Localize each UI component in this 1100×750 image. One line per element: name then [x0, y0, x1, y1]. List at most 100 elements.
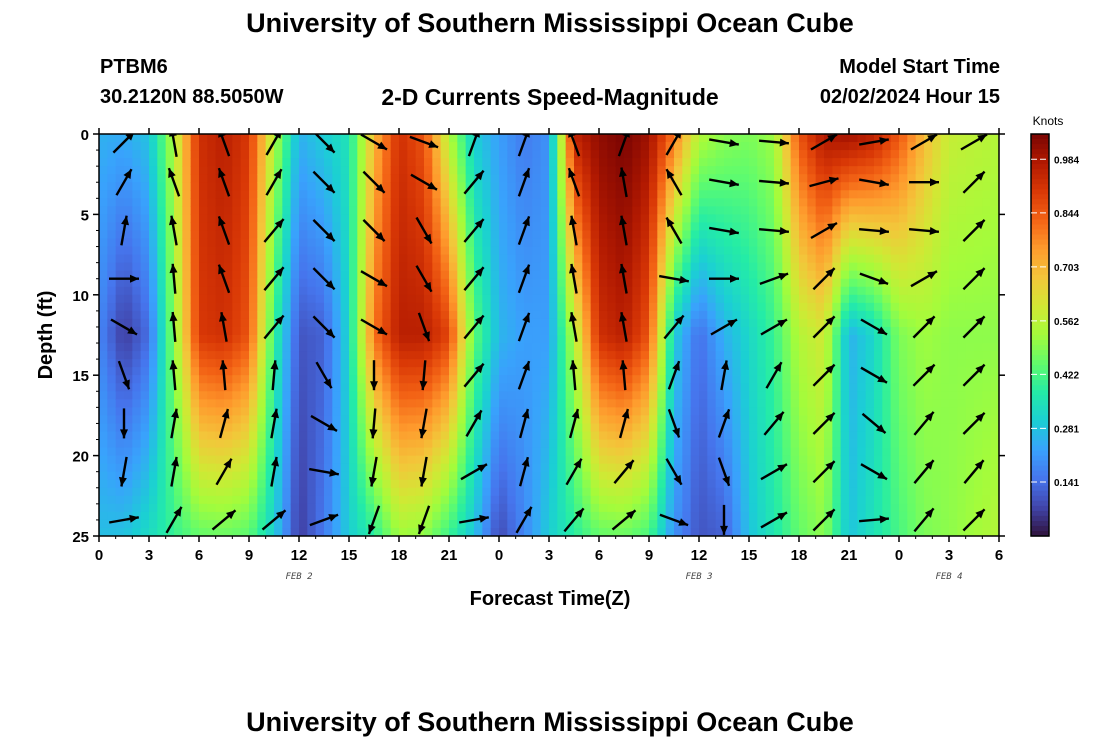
heatmap-cell — [849, 174, 858, 183]
heatmap-cell — [457, 174, 467, 183]
heatmap-cell — [174, 310, 183, 320]
heatmap-cell — [424, 294, 433, 304]
heatmap-cell — [590, 286, 600, 296]
heatmap-cell — [682, 423, 692, 433]
heatmap-cell — [749, 262, 758, 272]
heatmap-cell — [382, 375, 392, 384]
heatmap-cell — [182, 238, 192, 248]
heatmap-cell — [415, 166, 425, 175]
heatmap-cell — [557, 527, 567, 536]
heatmap-cell — [849, 302, 858, 312]
heatmap-cell — [249, 166, 258, 175]
heatmap-cell — [924, 294, 933, 304]
heatmap-cell — [182, 455, 192, 465]
heatmap-cell — [282, 134, 292, 143]
heatmap-cell — [240, 487, 250, 497]
heatmap-cell — [340, 351, 350, 360]
heatmap-cell — [715, 367, 725, 376]
heatmap-cell — [182, 463, 192, 473]
heatmap-cell — [615, 238, 625, 248]
heatmap-cell — [290, 262, 300, 272]
heatmap-cell — [924, 383, 933, 392]
heatmap-cell — [899, 294, 908, 304]
heatmap-cell — [249, 431, 258, 441]
heatmap-cell — [215, 351, 225, 360]
heatmap-cell — [182, 479, 192, 489]
heatmap-cell — [707, 383, 717, 392]
heatmap-cell — [265, 407, 275, 416]
heatmap-cell — [840, 150, 850, 159]
heatmap-cell — [157, 302, 167, 312]
heatmap-cell — [557, 302, 567, 312]
heatmap-cell — [707, 335, 717, 344]
heatmap-cell — [582, 222, 592, 232]
heatmap-cell — [757, 503, 767, 513]
heatmap-cell — [332, 214, 342, 224]
heatmap-cell — [690, 527, 700, 536]
heatmap-cell — [307, 399, 317, 408]
heatmap-cell — [590, 206, 600, 215]
heatmap-cell — [407, 206, 417, 215]
heatmap-cell — [307, 318, 317, 328]
heatmap-cell — [657, 527, 667, 536]
heatmap-cell — [815, 439, 825, 449]
heatmap-cell — [549, 302, 558, 312]
heatmap-cell — [490, 270, 500, 280]
heatmap-cell — [832, 222, 842, 232]
heatmap-cell — [557, 431, 567, 441]
heatmap-cell — [557, 262, 567, 272]
heatmap-cell — [390, 302, 400, 312]
heatmap-cell — [265, 246, 275, 256]
heatmap-cell — [407, 150, 417, 159]
heatmap-cell — [699, 254, 708, 264]
heatmap-cell — [507, 326, 517, 336]
heatmap-cell — [874, 359, 883, 368]
heatmap-cell — [474, 391, 483, 400]
heatmap-cell — [649, 367, 658, 376]
heatmap-cell — [832, 439, 842, 449]
heatmap-cell — [107, 134, 117, 143]
heatmap-cell — [149, 158, 158, 167]
heatmap-cell — [707, 206, 717, 215]
heatmap-cell — [665, 182, 675, 191]
heatmap-cell — [682, 246, 692, 256]
heatmap-cell — [415, 495, 425, 505]
heatmap-cell — [474, 134, 483, 143]
heatmap-cell — [365, 495, 375, 505]
heatmap-cell — [424, 375, 433, 384]
heatmap-cell — [474, 294, 483, 304]
heatmap-cell — [382, 294, 392, 304]
heatmap-cell — [574, 230, 583, 240]
heatmap-cell — [665, 238, 675, 248]
heatmap-cell — [357, 335, 367, 344]
heatmap-cell — [257, 214, 267, 224]
heatmap-cell — [857, 150, 867, 159]
heatmap-cell — [782, 190, 792, 199]
heatmap-cell — [340, 375, 350, 384]
heatmap-cell — [207, 326, 217, 336]
heatmap-cell — [924, 254, 933, 264]
heatmap-cell — [190, 479, 200, 489]
heatmap-cell — [407, 423, 417, 433]
heatmap-cell — [449, 343, 458, 352]
heatmap-cell — [824, 359, 833, 368]
heatmap-cell — [815, 431, 825, 441]
heatmap-cell — [690, 471, 700, 481]
heatmap-cell — [207, 511, 217, 521]
heatmap-cell — [765, 359, 775, 368]
heatmap-cell — [415, 262, 425, 272]
heatmap-cell — [349, 302, 358, 312]
heatmap-cell — [224, 174, 233, 183]
heatmap-cell — [182, 270, 192, 280]
heatmap-cell — [207, 479, 217, 489]
heatmap-cell — [324, 174, 333, 183]
heatmap-cell — [674, 471, 683, 481]
heatmap-cell — [449, 455, 458, 465]
heatmap-cell — [249, 495, 258, 505]
heatmap-cell — [674, 399, 683, 408]
heatmap-cell — [165, 399, 175, 408]
heatmap-cell — [740, 206, 750, 215]
heatmap-cell — [499, 471, 508, 481]
heatmap-cell — [699, 214, 708, 224]
heatmap-cell — [624, 326, 633, 336]
